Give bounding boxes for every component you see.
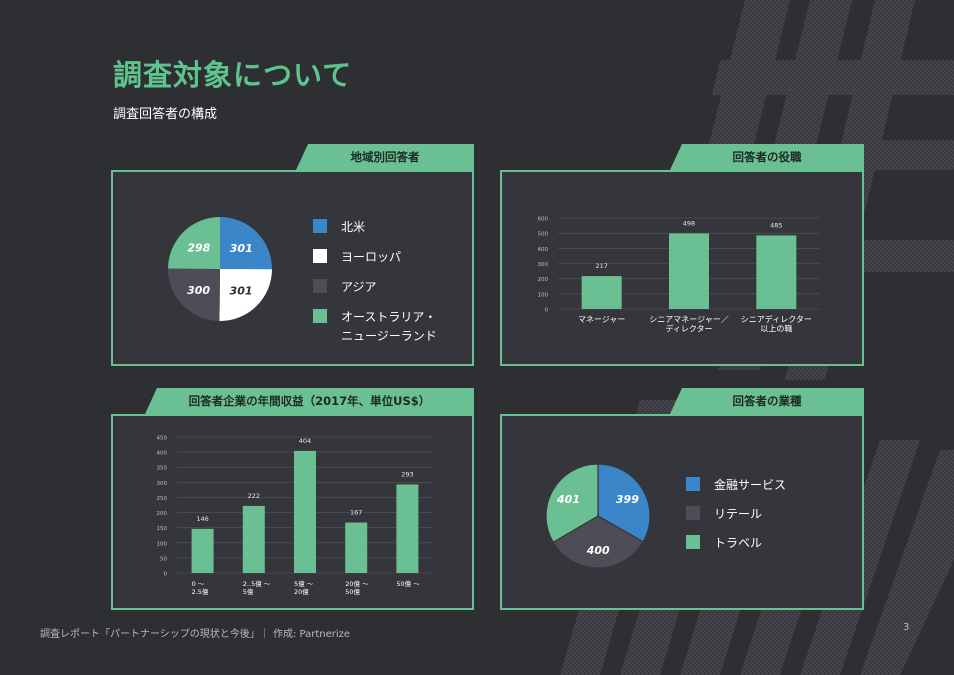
legend-label: オーストラリア・ ニュージーランド — [341, 310, 437, 343]
legend-label: ヨーロッパ — [341, 250, 402, 264]
pie-slice — [545, 463, 599, 544]
legend-item-europe: ヨーロッパ — [313, 248, 401, 267]
x-category-label: シニアマネージャー／ディレクター — [649, 315, 728, 334]
industry-panel-tab: 回答者の業種 — [670, 388, 864, 414]
bar — [581, 276, 622, 309]
x-category-label: 20億 ～ 50億 — [345, 579, 369, 596]
pie-slice — [220, 217, 272, 270]
x-category-label: シニアディレクター以上の職 — [741, 314, 812, 334]
y-tick-label: 450 — [157, 436, 168, 442]
region-panel: 301 301 300 298 北米 ヨーロッパ アジア オーストラリア・ ニュージー… — [111, 170, 474, 366]
y-tick-label: 200 — [538, 277, 549, 283]
legend-item-travel: トラベル — [686, 534, 762, 553]
pie-slice — [597, 463, 651, 543]
bar-value-label: 498 — [683, 219, 695, 227]
y-tick-label: 400 — [157, 451, 168, 457]
y-tick-label: 100 — [157, 541, 168, 547]
pie-data-label: 298 — [187, 242, 210, 255]
y-tick-label: 300 — [157, 481, 168, 487]
pie-data-label: 401 — [556, 493, 580, 506]
role-panel-tab: 回答者の役職 — [670, 144, 864, 170]
revenue-panel: 0 50 100 150 200 250 300 350 400 450 146 0 ～ 2.5億 222… — [111, 414, 474, 610]
legend-swatch — [313, 309, 327, 323]
y-tick-label: 100 — [538, 292, 549, 298]
pie-data-label: 400 — [586, 544, 610, 557]
legend-label: アジア — [341, 280, 377, 294]
legend-swatch — [313, 249, 327, 263]
legend-swatch — [686, 506, 700, 520]
pie-slice — [219, 269, 272, 321]
pie-slice — [168, 268, 220, 321]
legend-swatch — [686, 477, 700, 491]
bar-value-label: 293 — [401, 470, 413, 478]
bar — [294, 450, 316, 573]
role-bar-chart: 0 100 200 300 400 500 600 217 マネージャー 498 シニアマネージャー… — [538, 217, 820, 334]
role-panel: 0 100 200 300 400 500 600 217 マネージャー 498 シニアマネージャー… — [500, 170, 864, 366]
legend-label: 北米 — [341, 220, 366, 234]
bar — [669, 233, 709, 309]
y-tick-label: 200 — [157, 511, 168, 517]
y-tick-label: 350 — [157, 466, 168, 472]
industry-panel: 399 400 401 金融サービス リテール トラベル — [500, 414, 864, 610]
bar-value-label: 222 — [248, 492, 260, 500]
legend-label: トラベル — [714, 536, 763, 550]
pie-data-label: 399 — [616, 493, 639, 506]
legend-label: 金融サービス — [714, 478, 787, 492]
bar — [242, 505, 265, 573]
legend-item-retail: リテール — [686, 505, 762, 524]
revenue-bar-chart: 0 50 100 150 200 250 300 350 400 450 146 0 ～ 2.5億 222… — [157, 436, 433, 596]
bar — [191, 528, 214, 573]
legend-label: リテール — [714, 507, 763, 521]
legend-item-north-america: 北米 — [313, 218, 365, 237]
y-tick-label: 0 — [164, 572, 168, 578]
bar — [756, 235, 797, 309]
y-tick-label: 400 — [538, 247, 549, 253]
x-category-label: 50億 ～ — [396, 579, 420, 588]
bar-value-label: 167 — [350, 509, 362, 517]
bar-value-label: 485 — [770, 221, 782, 229]
region-pie-chart: 301 301 300 298 — [168, 217, 272, 321]
legend-item-asia: アジア — [313, 278, 377, 297]
x-category-label: 0 ～ 2.5億 — [192, 580, 209, 596]
y-tick-label: 0 — [545, 308, 549, 314]
pie-data-label: 301 — [230, 242, 253, 255]
revenue-panel-tab: 回答者企業の年間収益（2017年、単位US$） — [145, 388, 474, 414]
y-tick-label: 600 — [538, 217, 549, 223]
pie-data-label: 300 — [187, 284, 210, 297]
industry-pie-chart: 399 400 401 — [545, 463, 651, 569]
bar-value-label: 146 — [196, 515, 208, 523]
y-tick-label: 50 — [160, 556, 167, 562]
x-category-label: 5億 ～ 20億 — [294, 579, 314, 596]
region-panel-tab: 地域別回答者 — [296, 144, 474, 170]
y-tick-label: 150 — [157, 526, 168, 532]
y-tick-label: 300 — [538, 262, 549, 268]
bar — [396, 484, 419, 573]
pie-data-label: 301 — [230, 284, 253, 297]
legend-item-oceania: オーストラリア・ ニュージーランド — [313, 308, 437, 346]
legend-swatch — [686, 535, 700, 549]
y-tick-label: 500 — [538, 232, 549, 238]
bar-value-label: 404 — [299, 437, 311, 445]
page-number: 3 — [903, 622, 910, 633]
y-tick-label: 250 — [157, 496, 168, 502]
pie-slice — [168, 217, 220, 269]
bar — [345, 522, 368, 573]
page-subtitle: 調査回答者の構成 — [113, 107, 218, 122]
legend-item-finance: 金融サービス — [686, 476, 786, 495]
pie-slice — [552, 515, 644, 569]
x-category-label: マネージャー — [578, 315, 625, 324]
bar-value-label: 217 — [595, 262, 607, 270]
legend-swatch — [313, 219, 327, 233]
legend-swatch — [313, 279, 327, 293]
footer-text: 調査レポート「パートナーシップの現状と今後」｜ 作成: Partnerize — [40, 629, 351, 640]
x-category-label: 2..5億 ～ 5億 — [243, 579, 271, 596]
page-title: 調査対象について — [113, 58, 353, 92]
